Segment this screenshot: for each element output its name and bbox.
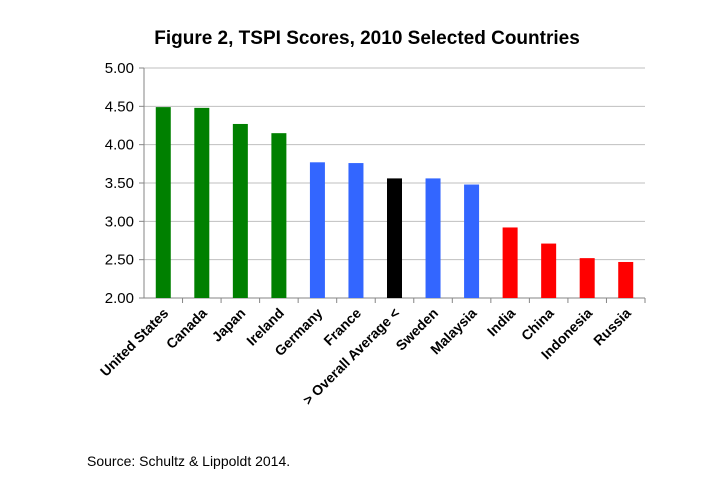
bar — [232, 123, 248, 298]
y-tick-label: 4.50 — [105, 98, 134, 115]
y-tick-label: 2.00 — [105, 290, 134, 307]
bar — [425, 178, 441, 298]
bar — [155, 107, 171, 298]
labels: 2.00 2.50 3.00 3.50 4.00 4.50 5.00 United State… — [97, 60, 634, 408]
y-tick-label: 3.50 — [105, 175, 134, 192]
y-tick-label: 3.00 — [105, 213, 134, 230]
source-caption: Source: Schultz & Lippoldt 2014. — [87, 453, 291, 469]
bar — [579, 258, 595, 298]
bar — [464, 184, 480, 298]
bar — [271, 133, 287, 298]
chart-title: Figure 2, TSPI Scores, 2010 Selected Cou… — [154, 28, 580, 49]
x-category-label: Japan — [209, 305, 249, 345]
x-category-label: Russia — [590, 305, 634, 349]
bar — [309, 162, 325, 298]
bar — [618, 261, 634, 298]
y-tick-label: 4.00 — [105, 137, 134, 154]
bars — [155, 107, 634, 298]
x-category-label: United States — [97, 305, 172, 380]
y-tick-label: 5.00 — [105, 60, 134, 77]
x-category-label: India — [484, 305, 519, 340]
bar — [541, 243, 557, 298]
bar — [194, 107, 210, 298]
y-tick-label: 2.50 — [105, 252, 134, 269]
bar — [387, 178, 402, 298]
bar — [502, 227, 518, 298]
x-category-label: Canada — [163, 305, 210, 352]
bar — [348, 163, 364, 298]
